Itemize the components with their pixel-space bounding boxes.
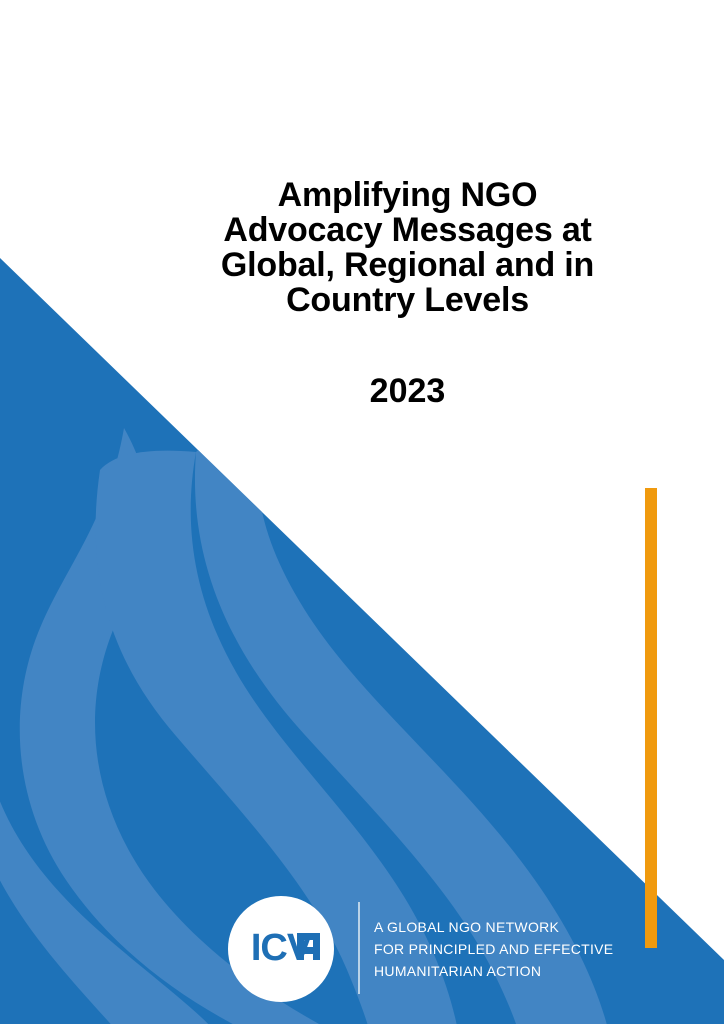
publication-year: 2023	[369, 372, 446, 410]
flame-frond-outer	[19, 428, 330, 1024]
icva-logo-mark: ICV	[228, 896, 334, 1002]
flame-frond-small	[0, 772, 214, 1024]
icva-wordmark-icon: ICV	[251, 927, 320, 969]
flame-motif	[0, 428, 612, 1024]
icva-logo-lockup: ICV A GLOBAL NGO NETWORK FOR PRINCIPLED …	[228, 896, 648, 1008]
title-block: Amplifying NGO Advocacy Messages at Glob…	[150, 178, 665, 409]
flame-frond-inner	[95, 450, 460, 1024]
blue-diagonal-triangle	[0, 258, 724, 1024]
logo-tagline-line-2: FOR PRINCIPLED AND EFFECTIVE	[374, 941, 614, 957]
logo-divider	[358, 902, 360, 994]
page-title-line-4: Country Levels	[286, 281, 529, 319]
logo-tagline-line-1: A GLOBAL NGO NETWORK	[374, 919, 560, 935]
orange-vertical-accent-bar	[645, 488, 657, 948]
logo-tagline: A GLOBAL NGO NETWORK FOR PRINCIPLED AND …	[374, 916, 613, 982]
page-title: Amplifying NGO Advocacy Messages at Glob…	[150, 178, 665, 318]
page-title-line-1: Amplifying NGO	[277, 176, 538, 214]
logo-tagline-line-3: HUMANITARIAN ACTION	[374, 963, 542, 979]
page-title-line-2: Advocacy Messages at	[223, 211, 592, 249]
page-title-line-3: Global, Regional and in	[220, 246, 595, 284]
flame-frond-sweep	[195, 435, 612, 1024]
